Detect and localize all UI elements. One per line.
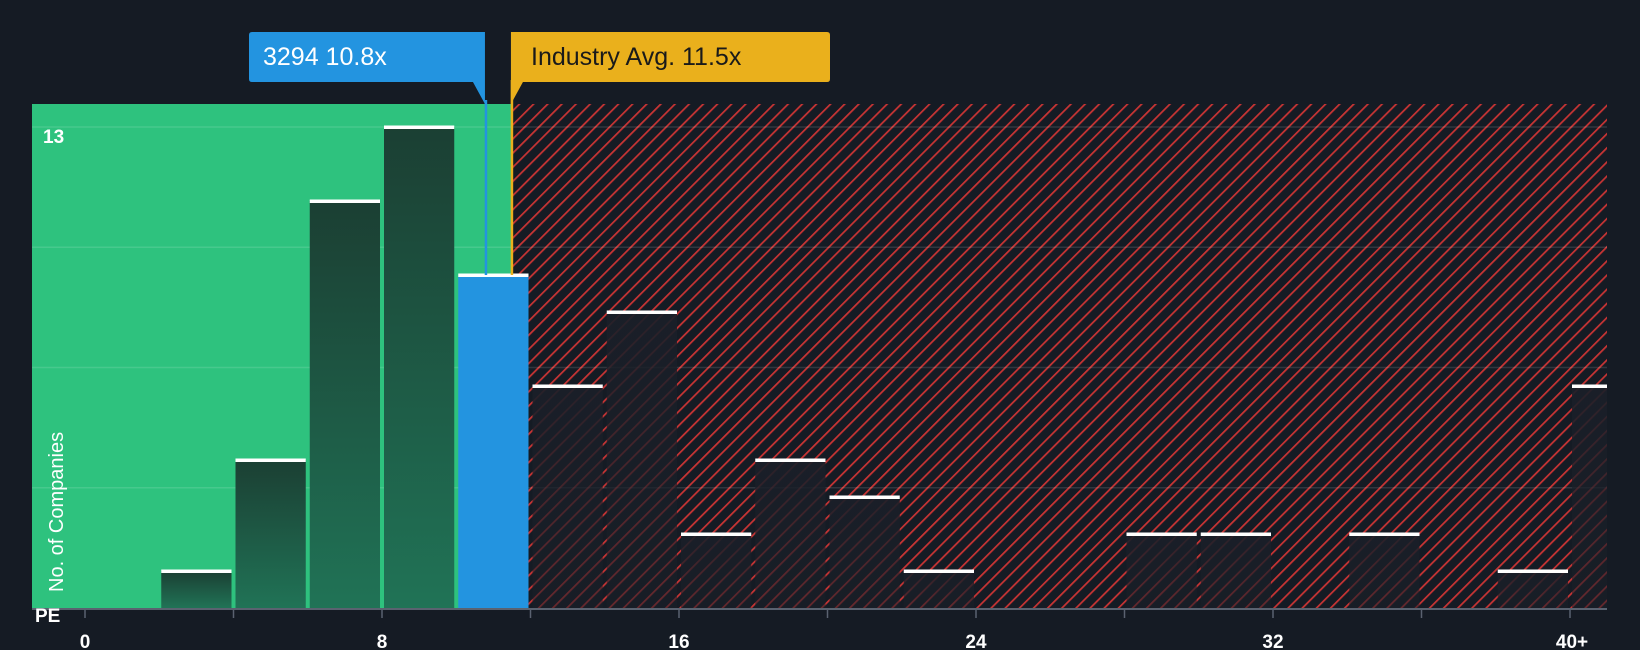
x-tick-label-8: 8 [377, 632, 388, 650]
x-tick-label-32: 32 [1262, 632, 1283, 650]
x-tick-label-40-plus: 40+ [1556, 632, 1588, 650]
bar-cap-pe-14 [606, 310, 677, 314]
bar-pe-6 [309, 201, 380, 608]
bar-pe-14 [606, 312, 677, 608]
company-callout: 3294 10.8x [249, 32, 485, 104]
bar-cap-pe-2 [161, 569, 232, 573]
industry-callout-box [510, 32, 830, 104]
bar-pe-30 [1200, 534, 1271, 608]
bar-cap-pe-20 [829, 495, 900, 499]
y-max-label: 13 [43, 127, 64, 148]
bar-cap-pe-34 [1349, 532, 1420, 536]
bar-pe-4 [235, 460, 306, 608]
bar-cap-pe-10 [458, 273, 529, 277]
bar-cap-pe-16 [681, 532, 752, 536]
bar-cap-pe-4 [235, 458, 306, 462]
bar-pe-18 [755, 460, 826, 608]
company-callout-box [249, 32, 485, 104]
bar-pe-10 [458, 275, 529, 608]
bar-pe-34 [1349, 534, 1420, 608]
bar-pe-28 [1126, 534, 1197, 608]
bar-pe-8 [384, 127, 455, 608]
company-callout-label: 3294 10.8x [263, 43, 387, 71]
bar-pe-20 [829, 497, 900, 608]
bar-pe-16 [681, 534, 752, 608]
bar-cap-pe-12 [532, 384, 603, 388]
bar-cap-pe-40 [1572, 384, 1607, 388]
bar-pe-12 [532, 386, 603, 608]
x-tick-label-0: 0 [80, 632, 91, 650]
x-axis-ticks [84, 609, 1571, 618]
bar-cap-pe-38 [1497, 569, 1568, 573]
bar-cap-pe-22 [903, 569, 974, 573]
histogram-bars [161, 125, 1607, 608]
bar-cap-pe-30 [1200, 532, 1271, 536]
industry-callout: Industry Avg. 11.5x [510, 32, 830, 104]
bar-cap-pe-6 [309, 199, 380, 203]
bar-pe-22 [903, 571, 974, 608]
y-axis-title: No. of Companies [46, 432, 68, 592]
bar-cap-pe-18 [755, 458, 826, 462]
bar-pe-2 [161, 571, 232, 608]
x-tick-label-16: 16 [668, 632, 689, 650]
bar-cap-pe-8 [384, 125, 455, 129]
bar-cap-pe-28 [1126, 532, 1197, 536]
overvalued-zone [511, 104, 1607, 608]
x-axis-title: PE [35, 606, 60, 627]
bar-pe-40 [1572, 386, 1607, 608]
x-tick-label-24: 24 [965, 632, 987, 650]
bar-pe-38 [1497, 571, 1568, 608]
x-tick-labels: 0 8 16 24 32 40+ [80, 632, 1588, 650]
industry-callout-label: Industry Avg. 11.5x [531, 43, 742, 71]
